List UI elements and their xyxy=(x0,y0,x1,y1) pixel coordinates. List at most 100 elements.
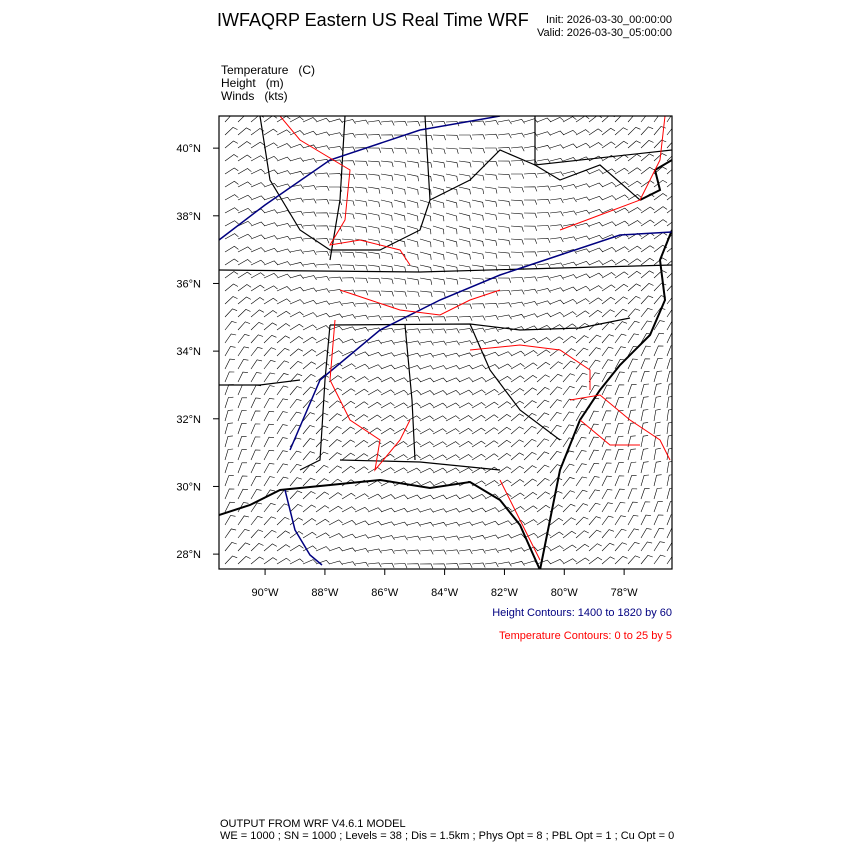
wind-barb xyxy=(484,212,497,221)
wind-barb xyxy=(510,506,525,513)
wind-barb xyxy=(627,488,638,500)
wind-barb xyxy=(497,314,512,320)
x-tick-label: 78°W xyxy=(611,587,639,599)
wind-barb xyxy=(588,260,603,266)
wind-barb xyxy=(237,449,247,461)
wind-barb xyxy=(237,321,251,331)
wind-barb xyxy=(601,181,616,188)
y-tick-label: 40°N xyxy=(176,143,201,155)
wind-barb xyxy=(289,171,304,176)
wind-barb xyxy=(458,415,473,422)
wind-barb xyxy=(471,251,484,260)
wind-barb xyxy=(549,311,564,318)
wind-barb xyxy=(445,134,459,141)
wind-barb xyxy=(224,116,231,123)
wind-barb xyxy=(614,555,628,565)
wind-barb xyxy=(328,313,343,319)
wind-barb xyxy=(302,504,316,513)
wind-barb xyxy=(250,489,262,500)
wind-barb xyxy=(601,462,612,474)
wind-barb xyxy=(510,338,525,344)
wind-barb xyxy=(406,454,421,461)
wind-barb xyxy=(666,541,672,552)
wind-barb xyxy=(224,127,238,136)
wind-barb xyxy=(562,411,575,422)
wind-barb xyxy=(653,383,662,396)
wind-barb xyxy=(341,350,356,357)
wind-barb xyxy=(562,335,577,344)
wind-barb xyxy=(653,487,663,500)
wind-barb xyxy=(458,328,473,334)
wind-barb xyxy=(354,440,369,448)
wind-barb xyxy=(341,238,355,245)
wind-barb xyxy=(276,286,291,292)
wind-barb xyxy=(302,211,317,217)
wind-barb xyxy=(406,508,421,513)
wind-barb xyxy=(380,212,393,221)
wind-barb xyxy=(380,402,395,409)
wind-barb xyxy=(224,258,239,266)
wind-barb xyxy=(237,436,247,448)
wind-barb xyxy=(562,286,577,292)
wind-barb xyxy=(536,117,551,123)
wind-barb xyxy=(250,168,265,175)
wind-barb xyxy=(276,347,290,357)
temperature-contours xyxy=(279,116,671,561)
wind-barb xyxy=(614,296,628,305)
wind-barb xyxy=(315,312,330,318)
wind-barb xyxy=(328,505,343,513)
wind-barb xyxy=(588,234,603,240)
wind-barb xyxy=(328,301,343,307)
wind-barb xyxy=(588,502,601,513)
wind-barb xyxy=(627,461,637,474)
wind-barb xyxy=(432,160,446,168)
wind-barb xyxy=(250,272,265,279)
wind-barb xyxy=(562,530,577,539)
wind-barb xyxy=(341,465,356,474)
wind-barb xyxy=(315,518,330,526)
wind-barb xyxy=(328,478,343,487)
wind-barb xyxy=(393,212,406,221)
wind-barb xyxy=(497,376,512,383)
wind-barb xyxy=(263,222,278,227)
border xyxy=(299,324,331,471)
wind-barb xyxy=(289,386,302,396)
wind-barb xyxy=(406,402,421,409)
wind-barb xyxy=(458,428,473,435)
wind-barb xyxy=(445,238,458,247)
wind-barb xyxy=(224,462,234,474)
wind-barb xyxy=(367,453,382,461)
wind-barb xyxy=(380,414,395,422)
wind-barb xyxy=(341,400,356,409)
wind-barb xyxy=(432,441,447,448)
wind-barb xyxy=(328,159,343,165)
border xyxy=(330,116,431,251)
wind-barb xyxy=(458,340,473,346)
y-tick-label: 36°N xyxy=(176,278,201,290)
wind-barb xyxy=(588,449,599,461)
wind-barb xyxy=(640,501,651,513)
y-tick-label: 30°N xyxy=(176,481,201,493)
wind-barb xyxy=(354,277,368,284)
wind-barb xyxy=(536,145,551,150)
wind-barb xyxy=(354,534,369,539)
wind-barb xyxy=(380,120,395,126)
wind-barb xyxy=(263,463,275,474)
wind-barb xyxy=(601,168,616,175)
wind-barb xyxy=(237,220,252,227)
wind-barb xyxy=(601,423,611,435)
wind-barb xyxy=(328,533,343,539)
wind-barb xyxy=(328,289,343,294)
wind-barb xyxy=(588,128,603,136)
wind-barb xyxy=(224,435,233,448)
wind-barb xyxy=(484,339,499,345)
wind-barb xyxy=(263,398,275,409)
wind-barb xyxy=(627,116,634,123)
state-borders xyxy=(219,116,672,471)
wind-barb xyxy=(484,120,499,125)
wind-barb xyxy=(328,350,343,357)
wind-barb xyxy=(367,351,382,357)
wind-barb xyxy=(484,414,499,422)
wind-barb xyxy=(458,225,471,234)
wind-barb xyxy=(419,377,434,383)
